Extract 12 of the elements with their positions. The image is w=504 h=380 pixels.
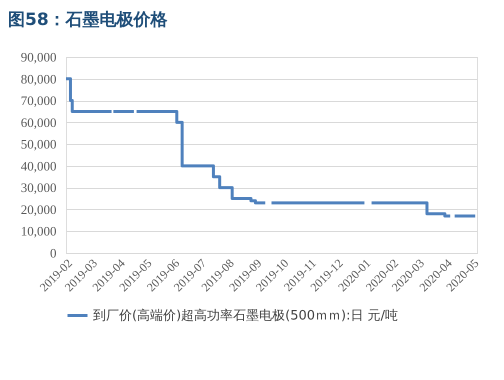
y-tick-label: 70,000 <box>20 93 56 108</box>
y-tick-label: 60,000 <box>20 114 56 130</box>
y-tick-label: 50,000 <box>20 136 56 152</box>
y-tick-label: 40,000 <box>20 158 56 174</box>
y-tick-label: 80,000 <box>20 71 56 86</box>
y-tick-label: 0 <box>50 246 56 260</box>
chart-title: 图58：石墨电极价格 <box>8 10 169 30</box>
y-tick-label: 90,000 <box>20 50 56 64</box>
y-tick-label: 20,000 <box>20 202 56 217</box>
y-tick-label: 30,000 <box>20 180 56 196</box>
y-tick-label: 10,000 <box>20 224 56 239</box>
legend-label: 到厂价(高端价)超高功率石墨电极(500ｍｍ):日 元/吨 <box>93 308 398 324</box>
